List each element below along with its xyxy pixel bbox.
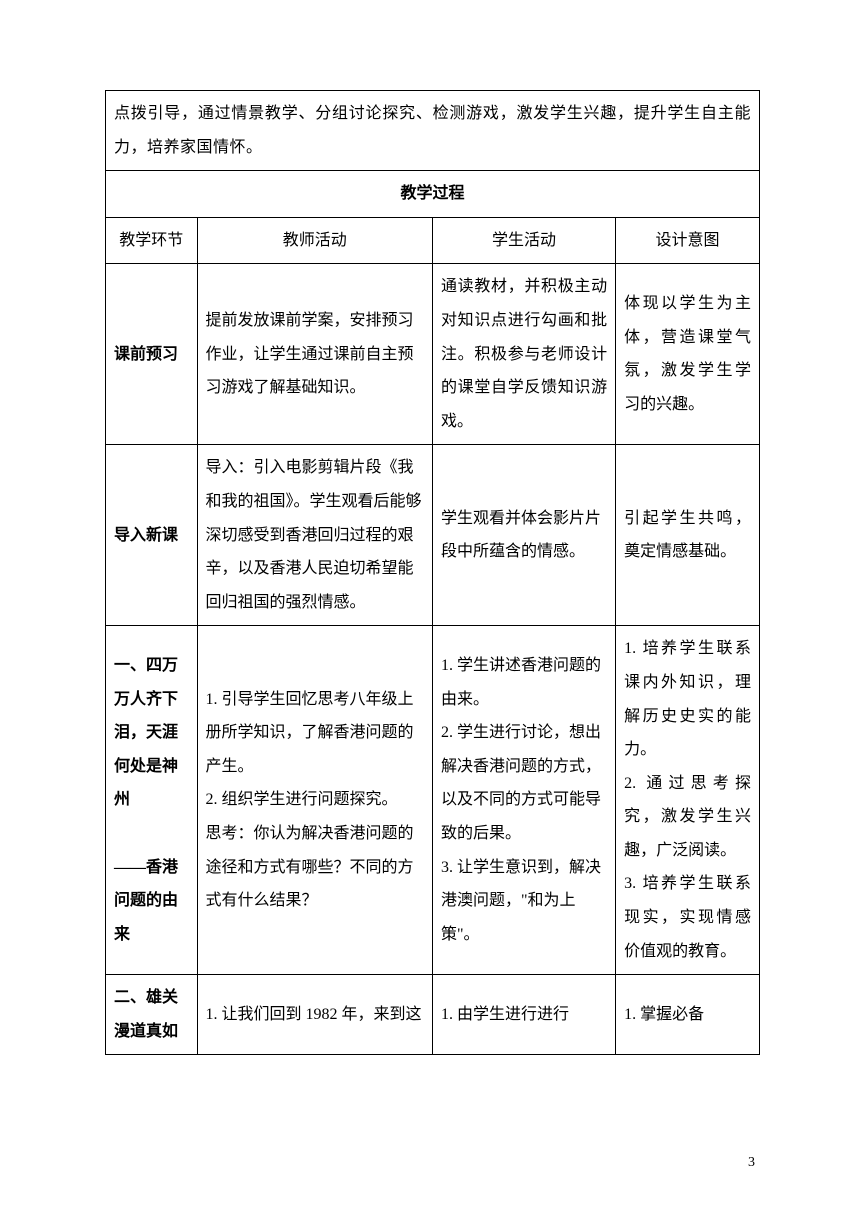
teacher-cell: 导入：引入电影剪辑片段《我和我的祖国》。学生观看后能够深切感受到香港回归过程的艰… (197, 445, 432, 626)
table-row: 课前预习 提前发放课前学案，安排预习作业，让学生通过课前自主预习游戏了解基础知识… (106, 264, 760, 445)
intro-text: 点拨引导，通过情景教学、分组讨论探究、检测游戏，激发学生兴趣，提升学生自主能力，… (106, 91, 760, 171)
table-row: 一、四万万人齐下泪，天涯何处是神州 ——香港问题的由来 1. 引导学生回忆思考八… (106, 626, 760, 975)
phase-cell: 课前预习 (106, 264, 198, 445)
phase-cell: 一、四万万人齐下泪，天涯何处是神州 ——香港问题的由来 (106, 626, 198, 975)
header-student: 学生活动 (432, 217, 615, 264)
teacher-cell: 1. 让我们回到 1982 年，来到这 (197, 975, 432, 1055)
phase-cell: 导入新课 (106, 445, 198, 626)
intent-cell: 1. 掌握必备 (616, 975, 760, 1055)
column-headers-row: 教学环节 教师活动 学生活动 设计意图 (106, 217, 760, 264)
phase-cell: 二、雄关漫道真如 (106, 975, 198, 1055)
intro-row: 点拨引导，通过情景教学、分组讨论探究、检测游戏，激发学生兴趣，提升学生自主能力，… (106, 91, 760, 171)
teaching-process-table: 点拨引导，通过情景教学、分组讨论探究、检测游戏，激发学生兴趣，提升学生自主能力，… (105, 90, 760, 1055)
student-cell: 通读教材，并积极主动对知识点进行勾画和批注。积极参与老师设计的课堂自学反馈知识游… (432, 264, 615, 445)
intent-cell: 1. 培养学生联系课内外知识，理解历史史实的能力。 2. 通过思考探究，激发学生… (616, 626, 760, 975)
header-intent: 设计意图 (616, 217, 760, 264)
table-row: 二、雄关漫道真如 1. 让我们回到 1982 年，来到这 1. 由学生进行进行 … (106, 975, 760, 1055)
intent-cell: 引起学生共鸣，奠定情感基础。 (616, 445, 760, 626)
intent-cell: 体现以学生为主体，营造课堂气氛，激发学生学习的兴趣。 (616, 264, 760, 445)
teacher-cell: 1. 引导学生回忆思考八年级上册所学知识，了解香港问题的产生。 2. 组织学生进… (197, 626, 432, 975)
header-phase: 教学环节 (106, 217, 198, 264)
student-cell: 1. 学生讲述香港问题的由来。 2. 学生进行讨论，想出解决香港问题的方式，以及… (432, 626, 615, 975)
student-cell: 学生观看并体会影片片段中所蕴含的情感。 (432, 445, 615, 626)
teacher-cell: 提前发放课前学案，安排预习作业，让学生通过课前自主预习游戏了解基础知识。 (197, 264, 432, 445)
student-cell: 1. 由学生进行进行 (432, 975, 615, 1055)
section-title: 教学过程 (106, 171, 760, 218)
header-teacher: 教师活动 (197, 217, 432, 264)
section-header-row: 教学过程 (106, 171, 760, 218)
table-row: 导入新课 导入：引入电影剪辑片段《我和我的祖国》。学生观看后能够深切感受到香港回… (106, 445, 760, 626)
page-number: 3 (748, 1155, 755, 1171)
